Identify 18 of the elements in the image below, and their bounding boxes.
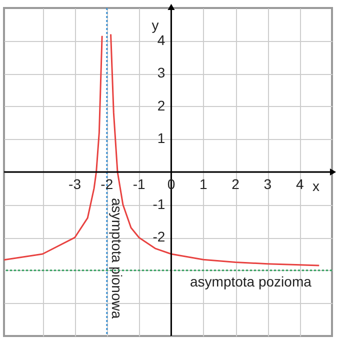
x-axis-title: x bbox=[312, 178, 320, 194]
y-tick-label: 2 bbox=[157, 97, 166, 114]
x-tick-label: 3 bbox=[264, 176, 272, 192]
y-tick-label: 1 bbox=[157, 130, 166, 146]
y-tick-label: 4 bbox=[157, 32, 166, 48]
x-tick-label: -3 bbox=[68, 176, 82, 192]
y-tick-label: 3 bbox=[157, 64, 166, 81]
ref-line-label: asymptota pozioma bbox=[190, 273, 312, 290]
x-tick-label: 4 bbox=[296, 176, 304, 192]
line-series bbox=[3, 35, 103, 261]
x-tick-label: 2 bbox=[232, 176, 240, 192]
y-tick-label: -1 bbox=[152, 196, 166, 212]
x-tick-label: 1 bbox=[199, 176, 208, 192]
x-tick-label: -1 bbox=[132, 176, 146, 192]
x-tick-label: -2 bbox=[100, 176, 114, 192]
ref-line-label: asymptota pionowa bbox=[108, 198, 125, 319]
y-tick-label: -2 bbox=[152, 228, 166, 245]
y-axis-title: y bbox=[152, 17, 159, 33]
